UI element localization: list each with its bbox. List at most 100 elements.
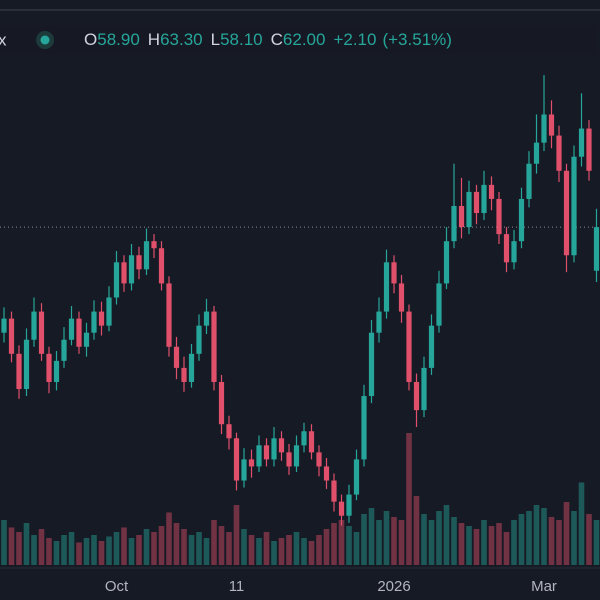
candle-body [61, 339, 67, 361]
change: +2.10 [333, 30, 376, 49]
candle-body [226, 424, 232, 439]
candle-body [368, 332, 375, 397]
candle-body [578, 128, 585, 157]
volume-bar [466, 526, 472, 565]
legend-value: 58.10 [220, 30, 263, 49]
candle-body [436, 283, 442, 326]
volume-bar [8, 527, 15, 565]
candle-body [98, 311, 105, 326]
candle-body [128, 255, 135, 284]
volume-bar [526, 511, 532, 565]
candle-body [593, 227, 600, 271]
volume-bar [286, 535, 292, 565]
legend-label: L [211, 30, 220, 49]
volume-bar [451, 517, 457, 565]
volume-bar [173, 523, 180, 565]
volume-bar [593, 520, 600, 565]
candle-body [31, 311, 37, 340]
volume-bar [241, 529, 247, 565]
candle-body [38, 311, 45, 354]
status-dot [40, 35, 50, 45]
candle-body [301, 431, 307, 446]
candle-body [308, 431, 315, 453]
volume-bar [398, 520, 405, 565]
candle-body [556, 135, 562, 171]
volume-bar [233, 505, 240, 565]
candle-body [421, 367, 427, 411]
volume-bar [278, 538, 285, 565]
legend-value: 63.30 [160, 30, 203, 49]
x-tick-label: Mar [531, 578, 557, 595]
volume-bar [346, 526, 352, 565]
candle-body [136, 255, 142, 270]
volume-bar [16, 532, 22, 565]
plot-area [0, 75, 600, 565]
candle-body [398, 283, 405, 312]
volume-bar [406, 433, 412, 565]
volume-bar [308, 541, 315, 565]
candle-body [278, 438, 285, 453]
volume-bar [316, 535, 322, 565]
candle-body [323, 466, 330, 481]
candle-body [1, 318, 7, 333]
candle-body [46, 353, 52, 382]
legend-label: O [84, 30, 97, 49]
candle-body [113, 262, 120, 298]
candle-body [181, 367, 187, 382]
volume-bar [46, 538, 52, 565]
candle-body [391, 262, 397, 284]
candle-body [548, 114, 555, 136]
volume-bar [68, 532, 75, 565]
candle-body [106, 297, 112, 326]
candle-body [166, 283, 172, 347]
candle-body [443, 241, 450, 284]
candle-body [466, 191, 472, 228]
candle-body [526, 163, 532, 199]
legend-backdrop [0, 26, 596, 54]
volume-bar [331, 523, 337, 565]
volume-bar [368, 508, 375, 565]
x-tick-label: 11 [229, 578, 245, 595]
candle-body [83, 332, 90, 347]
volume-bar [143, 529, 150, 565]
candle-body [173, 346, 180, 368]
symbol: x [0, 30, 7, 49]
legend-label: C [271, 30, 283, 49]
candle-body [271, 438, 277, 460]
change-percent: (+3.51%) [382, 30, 451, 49]
candle-body [428, 325, 435, 368]
volume-bar [113, 532, 120, 565]
volume-bar [158, 526, 165, 565]
candle-body [383, 262, 390, 312]
candle-body [316, 452, 322, 467]
volume-bar [428, 520, 435, 565]
volume-bar [248, 535, 255, 565]
candle-body [248, 459, 255, 467]
candle-body [196, 325, 202, 354]
legend-value: 62.00 [283, 30, 326, 49]
volume-bar [541, 508, 547, 565]
legend-bar: x O58.90 H63.30 L58.10 C62.00 +2.10 (+3.51%) [0, 26, 596, 54]
volume-bar [533, 505, 540, 565]
candle-body [518, 198, 525, 242]
x-tick-label: 2026 [377, 578, 410, 595]
volume-bar [353, 532, 360, 565]
candle-body [331, 480, 337, 502]
candle-body [481, 184, 487, 214]
candle-body [346, 494, 352, 516]
candle-body [353, 459, 360, 495]
candle-body [256, 445, 262, 467]
candle-body [586, 128, 592, 171]
volume-bar [151, 532, 157, 565]
volume-bar [181, 529, 187, 565]
volume-bar [121, 527, 127, 565]
volume-bar [38, 529, 45, 565]
volume-bar [166, 512, 172, 565]
candle-body [533, 142, 540, 164]
volume-bar [188, 535, 195, 565]
volume-bar [76, 542, 82, 565]
candle-body [68, 318, 75, 340]
volume-bar [458, 523, 465, 565]
volume-bar [338, 520, 345, 565]
